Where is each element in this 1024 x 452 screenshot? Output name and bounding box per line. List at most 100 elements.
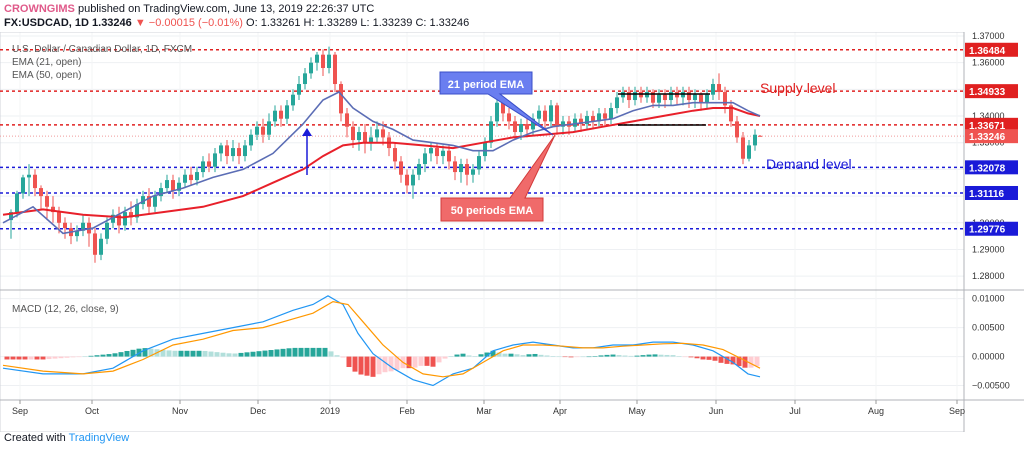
candle-body xyxy=(405,174,409,186)
price-tick-label: 1.28000 xyxy=(972,271,1005,281)
candle-body xyxy=(483,142,487,157)
macd-histogram-bar xyxy=(280,348,286,357)
macd-histogram-bar xyxy=(76,356,82,358)
macd-histogram-bar xyxy=(16,356,22,360)
candle-body xyxy=(351,126,355,141)
time-tick-label: Jun xyxy=(709,406,724,416)
candle-body xyxy=(423,153,427,165)
macd-histogram-bar xyxy=(394,356,400,370)
macd-histogram-bar xyxy=(484,352,490,357)
candle-body xyxy=(213,153,217,167)
macd-histogram-bar xyxy=(142,348,148,357)
time-axis: Sep Oct Nov Dec 2019 Feb Mar Apr May Jun Jul Aug Sep xyxy=(12,400,965,416)
candle-body xyxy=(615,97,619,109)
candle-body xyxy=(201,161,205,173)
candle-body xyxy=(561,121,565,127)
macd-histogram-bar xyxy=(706,356,712,360)
created-with: Created with xyxy=(4,432,66,444)
macd-histogram-bar xyxy=(670,355,676,357)
ema21-legend: EMA (21, open) xyxy=(12,57,81,68)
macd-histogram-bar xyxy=(508,353,514,357)
price-change: ▼ −0.00015 (−0.01%) xyxy=(134,17,243,29)
macd-histogram-bar xyxy=(328,351,334,357)
macd-histogram-bar xyxy=(682,356,688,358)
candle-body xyxy=(321,54,325,69)
candle-body xyxy=(507,113,511,122)
candle-body xyxy=(758,135,762,137)
candle-body xyxy=(255,126,259,135)
macd-line xyxy=(2,295,761,387)
macd-histogram-bar xyxy=(466,355,472,357)
candle-body xyxy=(225,145,229,157)
supply-level-label: Supply level xyxy=(760,80,836,96)
candle-body xyxy=(39,188,43,197)
candle-body xyxy=(315,54,319,63)
candle-body xyxy=(531,118,535,130)
author-name[interactable]: CROWNGIMS xyxy=(4,3,75,15)
macd-histogram-bar xyxy=(382,356,388,373)
macd-histogram-bar xyxy=(640,355,646,357)
arrow-up-head xyxy=(302,128,312,136)
candle-body xyxy=(129,212,133,218)
candle-body xyxy=(273,110,277,122)
macd-histogram-bar xyxy=(208,351,214,357)
macd-histogram-bar xyxy=(604,354,610,357)
resistance-level-badge-label: 1.36484 xyxy=(969,46,1006,57)
macd-histogram-bar xyxy=(502,353,508,357)
macd-histogram-bar xyxy=(472,356,478,357)
candle-body xyxy=(381,129,385,138)
time-tick-label: Aug xyxy=(868,406,884,416)
candle-body xyxy=(15,193,19,213)
macd-histogram-bar xyxy=(238,352,244,357)
candle-body xyxy=(441,150,445,157)
macd-histogram-bar xyxy=(490,350,496,357)
resistance-level-badge-label: 1.34933 xyxy=(969,87,1006,98)
macd-histogram-bar xyxy=(544,355,550,357)
candle-body xyxy=(495,102,499,122)
ema50-callout-shape xyxy=(440,134,556,222)
macd-histogram-bar xyxy=(70,356,76,358)
candle-body xyxy=(267,121,271,135)
macd-histogram-bar xyxy=(316,347,322,357)
candle-body xyxy=(519,124,523,133)
resistance-level-badge xyxy=(965,117,1018,132)
candle-body xyxy=(189,174,193,181)
macd-tick-label: 0.00500 xyxy=(972,323,1005,333)
macd-histogram-bar xyxy=(34,356,40,360)
macd-histogram-bar xyxy=(262,350,268,357)
candle-body xyxy=(219,145,223,154)
tradingview-logo-text[interactable]: TradingView xyxy=(68,432,130,444)
macd-histogram-bar xyxy=(304,347,310,357)
macd-histogram-bar xyxy=(286,348,292,357)
macd-histogram-bar xyxy=(406,356,412,369)
chart-title: U.S. Dollar / Canadian Dollar, 1D, FXCM xyxy=(12,44,192,55)
macd-histogram-bar xyxy=(46,356,52,360)
macd-histogram-bar xyxy=(724,356,730,364)
macd-histogram-bar xyxy=(568,356,574,358)
macd-histogram-bar xyxy=(412,356,418,368)
candle-body xyxy=(597,113,601,122)
macd-histogram-bar xyxy=(298,347,304,357)
candle-body xyxy=(501,102,505,114)
macd-histogram-bar xyxy=(634,355,640,357)
candle-body xyxy=(165,180,169,189)
support-level-badge xyxy=(965,221,1018,236)
resistance-level-badge xyxy=(965,42,1018,57)
candle-body xyxy=(687,92,691,101)
candle-body xyxy=(591,116,595,122)
candle-body xyxy=(585,116,589,125)
macd-histogram-bar xyxy=(202,350,208,357)
candle-body xyxy=(477,156,481,170)
macd-histogram-bar xyxy=(556,356,562,358)
macd-histogram-bar xyxy=(358,356,364,375)
candle-body xyxy=(57,212,61,223)
current-price-badge-label: 1.33246 xyxy=(969,132,1006,143)
candle-body xyxy=(537,110,541,119)
macd-histogram-bar xyxy=(622,355,628,357)
candle-body xyxy=(711,84,715,95)
candle-body xyxy=(81,222,85,231)
price-chart[interactable]: 1.370001.360001.350001.340001.330001.320… xyxy=(0,32,1024,432)
macd-histogram-bar xyxy=(160,349,166,357)
candle-body xyxy=(393,148,397,162)
macd-histogram-bar xyxy=(664,354,670,357)
